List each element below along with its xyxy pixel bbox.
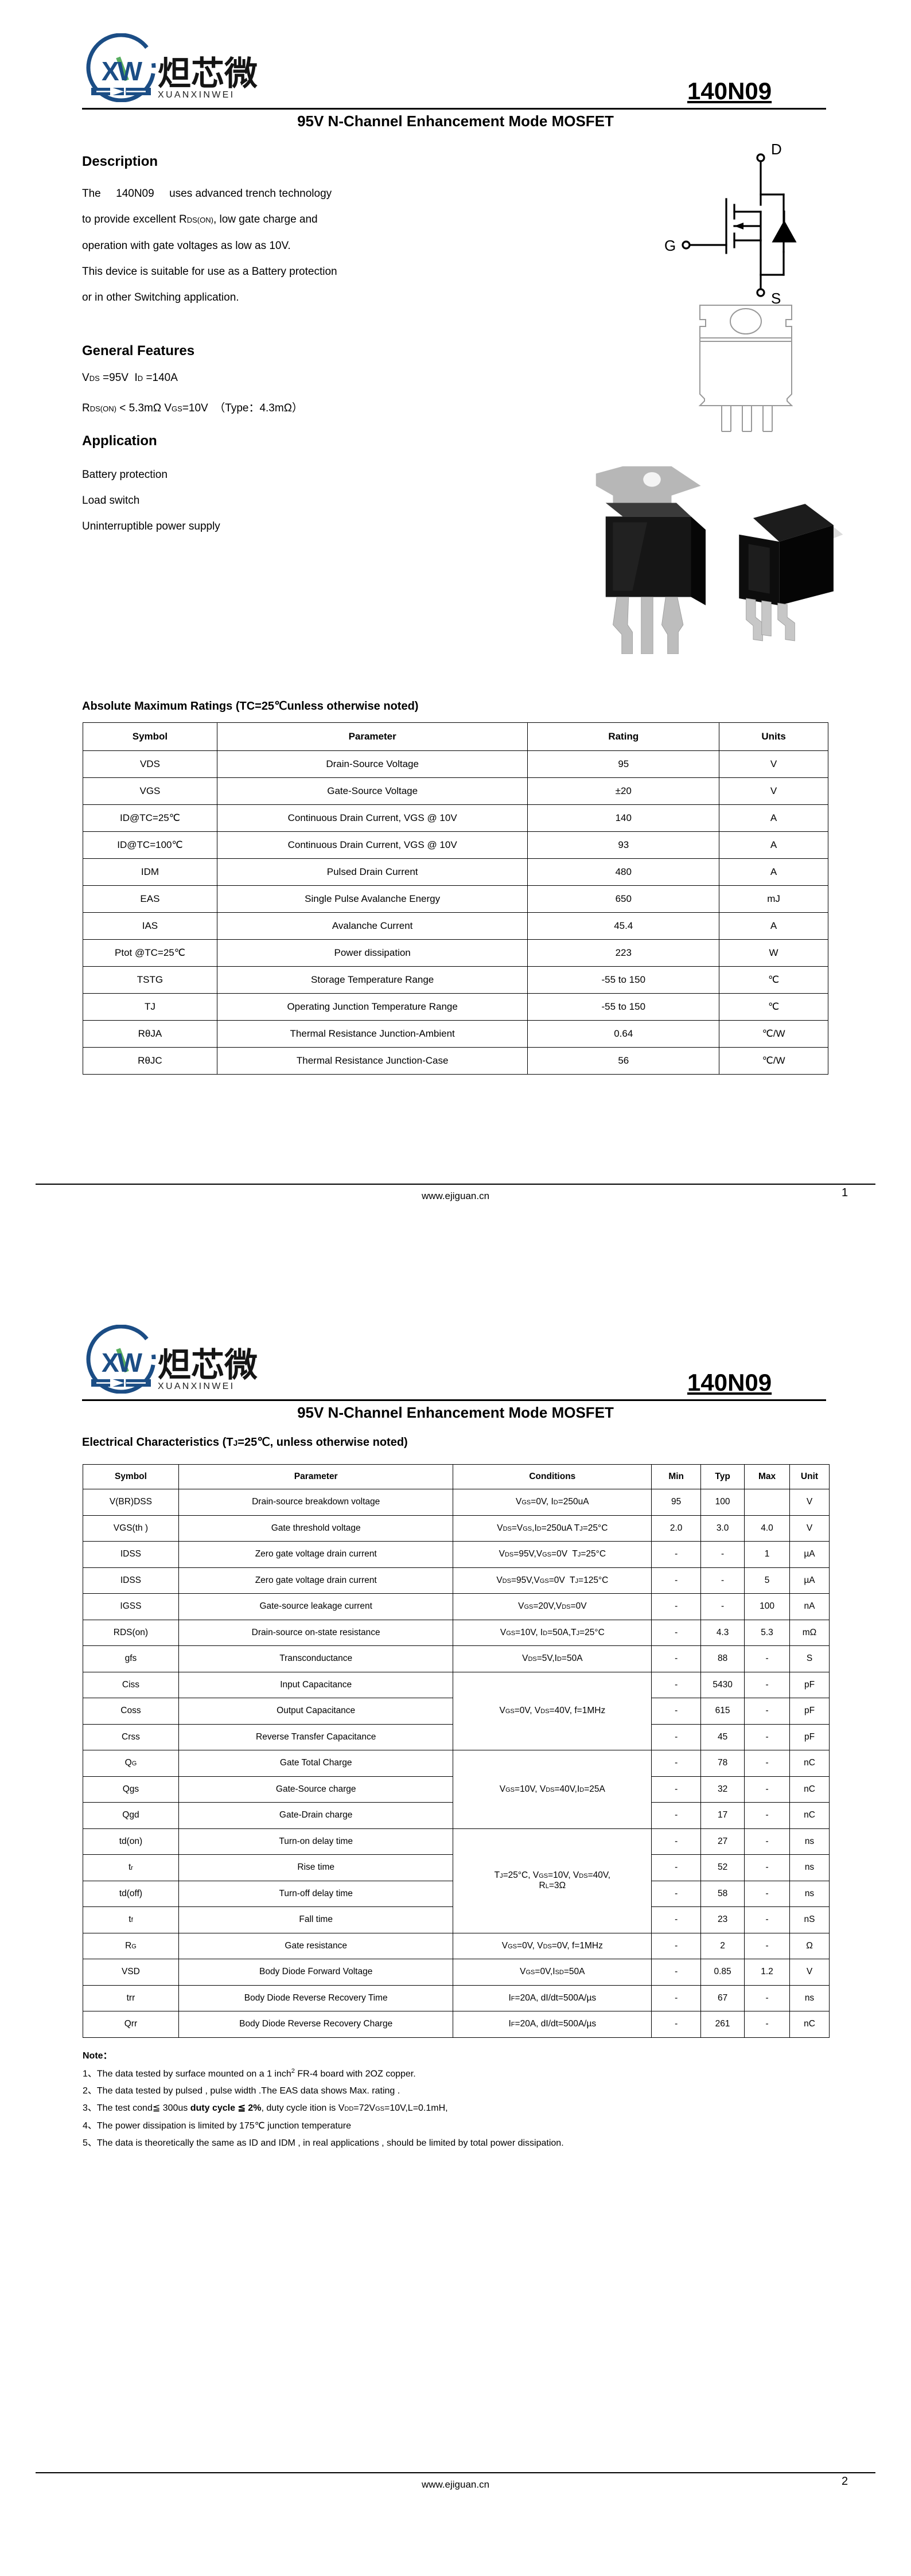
svg-text:XW: XW bbox=[102, 56, 143, 86]
svg-text:D: D bbox=[771, 143, 782, 158]
svg-text:XUANXINWEI: XUANXINWEI bbox=[158, 90, 235, 100]
svg-text:XW: XW bbox=[102, 1348, 143, 1378]
svg-text:炟芯微: 炟芯微 bbox=[158, 1347, 258, 1384]
svg-text:炟芯微: 炟芯微 bbox=[158, 55, 258, 92]
svg-text:G: G bbox=[664, 237, 676, 254]
svg-text:XUANXINWEI: XUANXINWEI bbox=[158, 1382, 235, 1391]
